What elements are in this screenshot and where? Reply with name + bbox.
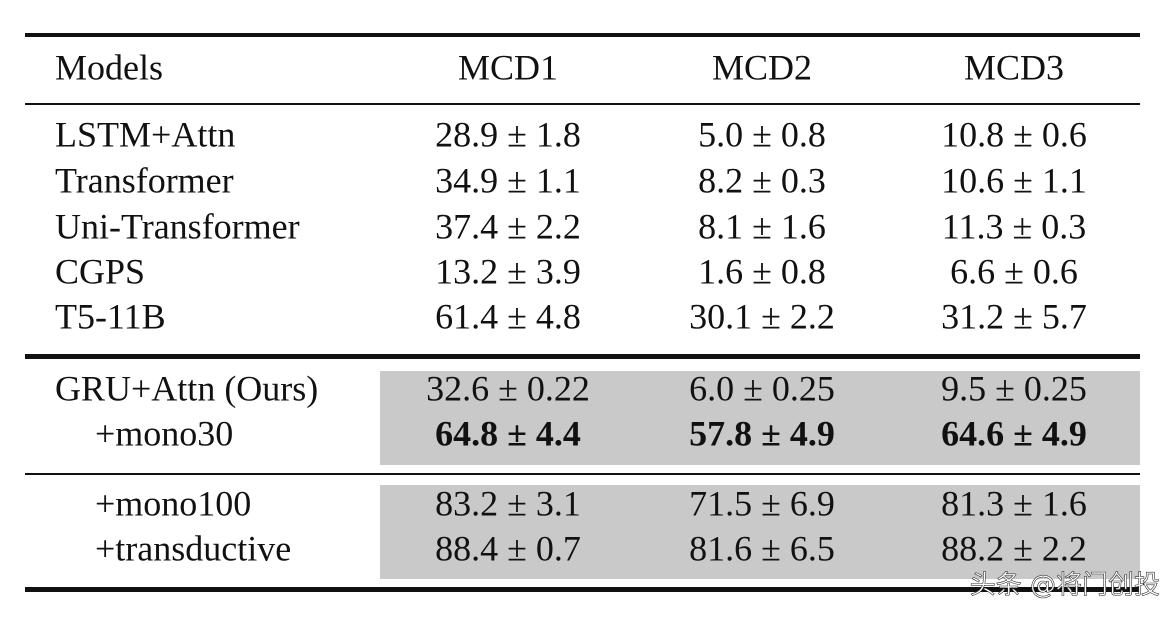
header-rule — [25, 103, 1140, 105]
group-rule — [25, 354, 1140, 359]
model-cell: +mono100 — [95, 483, 251, 523]
value-cell: 11.3 ± 0.3 — [942, 206, 1086, 246]
model-cell: CGPS — [55, 251, 145, 291]
model-cell: T5-11B — [55, 296, 166, 336]
value-cell: 81.6 ± 6.5 — [689, 528, 835, 568]
value-cell: 37.4 ± 2.2 — [435, 206, 581, 246]
value-cell: 10.6 ± 1.1 — [941, 160, 1087, 200]
value-cell: 8.1 ± 1.6 — [698, 206, 826, 246]
value-cell: 10.8 ± 0.6 — [941, 114, 1087, 154]
model-cell: Transformer — [55, 160, 234, 200]
value-cell: 61.4 ± 4.8 — [435, 296, 581, 336]
value-cell: 31.2 ± 5.7 — [941, 296, 1087, 336]
value-cell: 88.4 ± 0.7 — [435, 528, 581, 568]
value-cell: 32.6 ± 0.22 — [426, 368, 590, 408]
value-cell: 8.2 ± 0.3 — [698, 160, 826, 200]
value-cell: 6.6 ± 0.6 — [950, 251, 1078, 291]
value-cell: 34.9 ± 1.1 — [435, 160, 581, 200]
value-cell: 88.2 ± 2.2 — [941, 528, 1087, 568]
value-cell: 64.6 ± 4.9 — [941, 413, 1087, 453]
value-cell: 71.5 ± 6.9 — [689, 483, 835, 523]
model-cell: +mono30 — [95, 413, 233, 453]
value-cell: 81.3 ± 1.6 — [941, 483, 1087, 523]
value-cell: 9.5 ± 0.25 — [941, 368, 1087, 408]
model-cell: LSTM+Attn — [55, 114, 235, 154]
value-cell: 6.0 ± 0.25 — [689, 368, 835, 408]
value-cell: 28.9 ± 1.8 — [435, 114, 581, 154]
top-rule — [25, 33, 1140, 37]
header-cell: Models — [55, 47, 163, 87]
group-rule — [25, 473, 1140, 475]
value-cell: 5.0 ± 0.8 — [698, 114, 826, 154]
value-cell: 1.6 ± 0.8 — [698, 251, 826, 291]
header-cell: MCD3 — [964, 47, 1064, 87]
bottom-rule — [25, 587, 1140, 592]
value-cell: 13.2 ± 3.9 — [435, 251, 581, 291]
highlight-box — [380, 485, 1140, 579]
model-cell: Uni-Transformer — [55, 206, 300, 246]
watermark: 头条 @将门创投 — [970, 571, 1160, 601]
header-cell: MCD2 — [712, 47, 812, 87]
value-cell: 30.1 ± 2.2 — [689, 296, 835, 336]
model-cell: +transductive — [95, 528, 291, 568]
highlight-box — [380, 371, 1140, 465]
model-cell: GRU+Attn (Ours) — [55, 368, 318, 408]
value-cell: 57.8 ± 4.9 — [689, 413, 835, 453]
value-cell: 64.8 ± 4.4 — [435, 413, 581, 453]
header-cell: MCD1 — [458, 47, 558, 87]
value-cell: 83.2 ± 3.1 — [435, 483, 581, 523]
